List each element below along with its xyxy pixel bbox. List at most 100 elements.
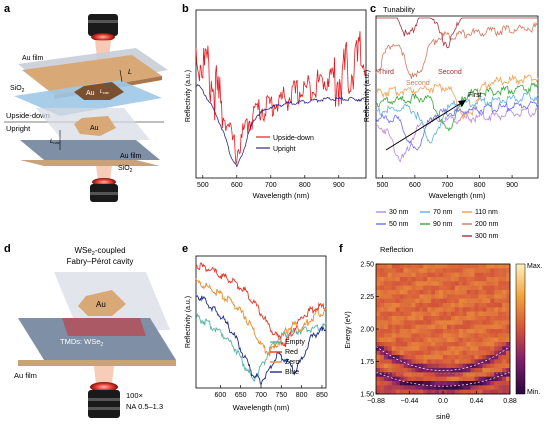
tick-label-b: 800: [299, 182, 311, 189]
heatmap-cell: [387, 372, 393, 377]
heatmap-cell: [395, 307, 400, 312]
title-d-line2: Fabry–Pérot cavity: [67, 257, 134, 266]
panel-letter-e: e: [182, 243, 188, 255]
heatmap-cell: [387, 333, 393, 338]
heatmap-cell: [490, 320, 495, 325]
heatmap-cell: [446, 298, 452, 304]
heatmap-cell: [446, 294, 452, 299]
heatmap-cell: [498, 368, 503, 373]
heatmap-cell: [427, 350, 432, 356]
xlabel-e: Wavelength (nm): [233, 403, 290, 412]
au-hexagon-top: [74, 82, 124, 100]
heatmap-cell: [427, 277, 432, 282]
heatmap-cell: [466, 333, 471, 338]
heatmap-cell: [419, 303, 424, 308]
heatmap-cell: [387, 350, 393, 356]
heatmap-cell: [454, 381, 460, 386]
heatmap-cell: [423, 290, 428, 295]
legend-e-zero: Zero: [285, 359, 300, 366]
heatmap-cell: [387, 264, 393, 269]
heatmap-cell: [399, 346, 404, 351]
heatmap-cell: [458, 290, 463, 295]
heatmap-cell: [395, 329, 400, 334]
heatmap-cell: [466, 337, 471, 343]
heatmap-cell: [446, 359, 452, 364]
heatmap-cell: [419, 363, 424, 369]
heatmap-cell: [399, 342, 404, 347]
heatmap-cell: [407, 320, 412, 325]
heatmap-cell: [482, 311, 487, 317]
heatmap-cell: [474, 355, 479, 360]
heatmap-cell: [486, 355, 491, 360]
heatmap-cell: [403, 372, 408, 377]
heatmap-cell: [423, 285, 428, 291]
heatmap-cell: [446, 385, 452, 390]
heatmap-cell: [399, 303, 404, 308]
heatmap-cell: [498, 316, 503, 321]
series-e-red: [195, 261, 327, 348]
heatmap-cell: [482, 368, 487, 373]
heatmap-cell: [486, 372, 491, 377]
panel-e: e Reflectivity (a.u.) Wavelength (nm) 60…: [182, 243, 328, 412]
heatmap-cell: [446, 337, 452, 343]
heatmap-cell: [450, 368, 456, 373]
heatmap-cell: [439, 355, 444, 360]
heatmap-cell: [454, 368, 460, 373]
heatmap-cell: [383, 272, 389, 278]
heatmap-cell: [458, 385, 463, 390]
heatmap-cell: [466, 320, 471, 325]
heatmap-cell: [391, 363, 396, 369]
heatmap-cell: [478, 381, 483, 386]
heatmap-cell: [431, 389, 436, 395]
legend-c: 30 nm 50 nm 70 nm 90 nm 110 nm 200 nm 300 nm: [376, 209, 499, 240]
heatmap-cell: [486, 363, 491, 369]
heatmap-cell: [490, 281, 495, 286]
heatmap-cell: [407, 285, 412, 291]
heatmap-cell: [454, 372, 460, 377]
heatmap-cell: [450, 324, 456, 330]
annot-second-a: Second: [406, 80, 430, 87]
heatmap-cell: [415, 376, 420, 382]
heatmap-cell: [411, 359, 416, 364]
heatmap-cell: [395, 324, 400, 330]
heatmap-cell: [502, 342, 507, 347]
heatmap-cell: [446, 307, 452, 312]
heatmap-cell: [419, 342, 424, 347]
series-c-90-nm: [375, 82, 539, 132]
heatmap-cell: [482, 290, 487, 295]
heatmap-cell: [411, 307, 416, 312]
heatmap-cell: [427, 307, 432, 312]
heatmap-cell: [387, 307, 393, 312]
xlabel-f: sinθ: [436, 412, 450, 421]
heatmap-cell: [431, 272, 436, 278]
heatmap-cell: [419, 376, 424, 382]
heatmap-cell: [415, 272, 420, 278]
heatmap-cell: [439, 303, 444, 308]
heatmap-cell: [458, 272, 463, 278]
heatmap-cell: [376, 303, 381, 308]
heatmap-cell: [462, 307, 467, 312]
heatmap-cell: [454, 294, 460, 299]
heatmap-cell: [454, 337, 460, 343]
heatmap-cell: [399, 268, 404, 273]
heatmap-cell: [383, 329, 389, 334]
heatmap-cell: [454, 333, 460, 338]
heatmap-cell: [379, 320, 385, 325]
heatmap-cell: [423, 355, 428, 360]
heatmap-cell: [458, 268, 463, 273]
heatmap-cell: [403, 363, 408, 369]
legend-e-empty: Empty: [285, 339, 305, 346]
heatmap-cell: [446, 346, 452, 351]
heatmap-cell: [478, 311, 483, 317]
heatmap-cell: [376, 385, 381, 390]
heatmap-cell: [474, 342, 479, 347]
heatmap-cell: [470, 290, 475, 295]
heatmap-cell: [458, 329, 463, 334]
heatmap-cell: [470, 355, 475, 360]
heatmap-cell: [387, 272, 393, 278]
panel-letter-f: f: [339, 243, 343, 255]
heatmap-cell: [478, 368, 483, 373]
heatmap-cell: [403, 359, 408, 364]
heatmap-cell: [498, 277, 503, 282]
heatmap-cell: [450, 372, 456, 377]
